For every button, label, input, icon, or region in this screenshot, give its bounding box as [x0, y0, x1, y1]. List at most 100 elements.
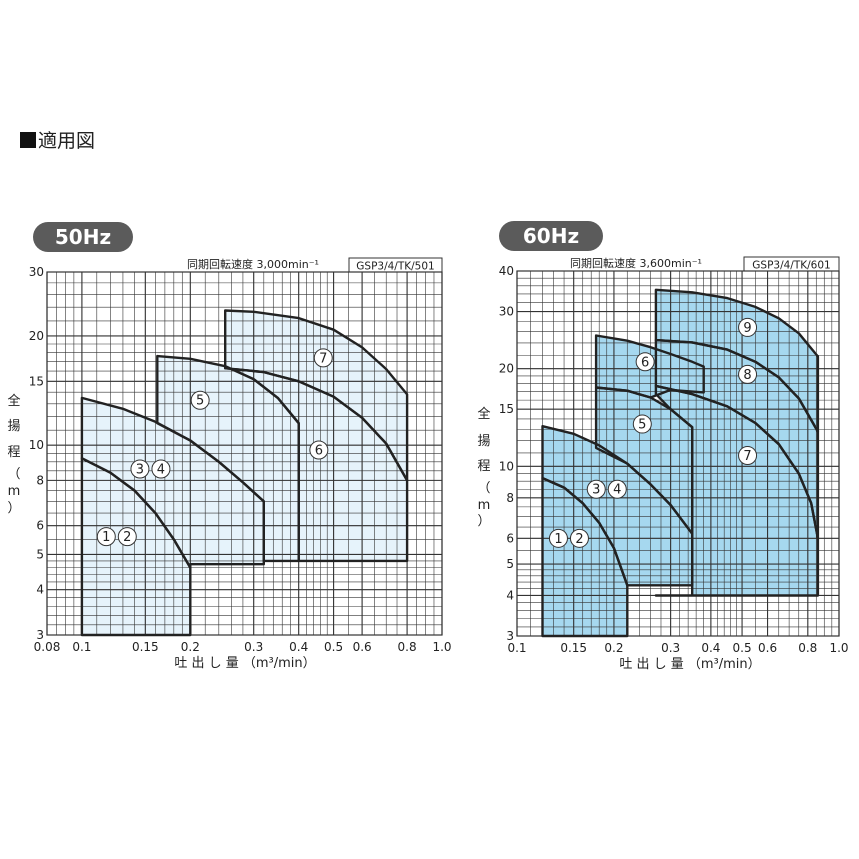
region-outlines [80, 309, 409, 637]
y-tick-label: 6 [506, 531, 514, 545]
model-code: GSP3/4/TK/501 [356, 261, 434, 273]
frequency-badge [499, 221, 603, 251]
frequency-badge-label: 50Hz [55, 225, 111, 249]
y-tick-label: 8 [36, 473, 44, 487]
region-label-text: 7 [319, 351, 327, 366]
x-axis-label: 吐 出 し 量 （m³/min） [619, 657, 760, 672]
x-tick-label: 1.0 [829, 641, 848, 655]
y-tick-label: 20 [29, 329, 44, 343]
y-tick-label: 30 [29, 265, 44, 279]
region-label-text: 5 [196, 394, 204, 409]
y-axis-label-char: ） [7, 501, 20, 516]
chart-subtitle: 同期回転速度 3,000min⁻¹ [187, 257, 319, 271]
x-tick-label: 0.3 [244, 640, 263, 654]
x-tick-label: 0.4 [701, 641, 720, 655]
region-fill-1 [542, 478, 628, 636]
y-tick-label: 6 [36, 519, 44, 533]
region-label-5: 7 [738, 446, 758, 466]
region-label-text: 2 [123, 530, 131, 545]
y-tick-label: 10 [29, 438, 44, 452]
x-tick-label: 0.8 [398, 640, 417, 654]
y-axis-label-char: 揚 [477, 433, 490, 449]
y-axis-label-char: m [8, 484, 21, 499]
region-label-text: 8 [743, 368, 751, 383]
section-heading: 適用図 [20, 126, 95, 153]
region-fill-2 [81, 397, 264, 568]
region-label-text: 6 [641, 355, 649, 370]
grid [46, 271, 443, 636]
region-label-text: 5 [638, 418, 646, 433]
y-tick-label: 5 [36, 547, 44, 561]
x-tick-label: 0.1 [72, 640, 91, 654]
x-tick-label: 0.4 [289, 640, 308, 654]
y-tick-label: 15 [29, 374, 44, 388]
region-label-7: 9 [738, 317, 758, 337]
x-tick-label: 0.2 [181, 640, 200, 654]
y-axis-label-char: （ [7, 467, 20, 482]
x-tick-label: 0.1 [507, 641, 526, 655]
chart-subtitle: 同期回転速度 3,600min⁻¹ [570, 256, 702, 270]
model-code: GSP3/4/TK/601 [752, 260, 830, 272]
x-tick-label: 0.5 [324, 640, 343, 654]
y-axis-label-char: 全 [7, 393, 20, 409]
y-tick-label: 30 [499, 305, 514, 319]
y-tick-label: 3 [36, 628, 44, 642]
x-tick-label: 0.3 [661, 641, 680, 655]
region-fill-1 [81, 458, 191, 635]
region-label-text: 7 [743, 449, 751, 464]
y-tick-label: 4 [36, 583, 44, 597]
region-label-text: 1 [554, 532, 562, 547]
frequency-badge [33, 222, 133, 252]
y-tick-label: 40 [499, 264, 514, 278]
x-tick-label: 0.6 [758, 641, 777, 655]
y-axis-label-char: 程 [7, 445, 20, 460]
x-tick-label: 0.15 [560, 641, 587, 655]
x-tick-label: 0.6 [353, 640, 372, 654]
y-tick-label: 4 [506, 588, 514, 602]
x-tick-label: 0.2 [604, 641, 623, 655]
x-tick-label: 0.08 [34, 640, 61, 654]
region-label-5: 7 [313, 348, 333, 368]
region-label-text: 4 [157, 462, 165, 477]
y-tick-label: 8 [506, 491, 514, 505]
y-tick-label: 20 [499, 362, 514, 376]
black-square-icon [20, 131, 36, 148]
region-label-6: 8 [738, 364, 758, 384]
y-tick-label: 10 [499, 459, 514, 473]
region-label-text: 6 [315, 443, 323, 458]
x-tick-label: 0.8 [798, 641, 817, 655]
region-label-text: 2 [575, 532, 583, 547]
y-axis-label-char: 全 [477, 406, 490, 422]
region-outlines [541, 288, 820, 638]
region-fill-3 [596, 387, 693, 534]
y-axis-label-char: （ [477, 481, 490, 496]
y-axis-label-char: 揚 [7, 418, 20, 434]
region-label-text: 3 [592, 483, 600, 498]
x-tick-label: 1.0 [432, 640, 451, 654]
y-axis-label-char: 程 [477, 459, 490, 474]
x-axis-label: 吐 出 し 量 （m³/min） [174, 656, 315, 671]
plot-frame [46, 271, 443, 636]
y-axis-label-char: m [478, 498, 491, 513]
y-tick-label: 5 [506, 557, 514, 571]
y-tick-label: 15 [499, 402, 514, 416]
region-label-text: 9 [743, 321, 751, 336]
x-tick-label: 0.15 [132, 640, 159, 654]
region-label-4: 6 [635, 352, 655, 372]
frequency-badge-label: 60Hz [523, 224, 579, 248]
y-axis-label-char: ） [477, 514, 490, 529]
region-label-text: 3 [136, 462, 144, 477]
region-label-text: 1 [102, 530, 110, 545]
y-tick-label: 3 [506, 629, 514, 643]
region-outline-7 [654, 288, 820, 433]
region-label-text: 4 [613, 483, 621, 498]
region-label-4: 6 [309, 440, 329, 460]
x-tick-label: 0.5 [733, 641, 752, 655]
region-label-3: 5 [632, 414, 652, 434]
